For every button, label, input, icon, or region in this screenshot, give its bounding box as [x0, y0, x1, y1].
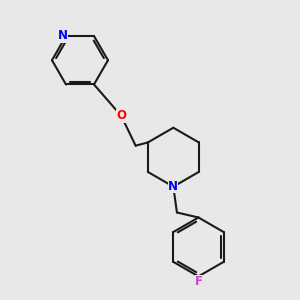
Text: N: N	[58, 29, 68, 43]
Text: O: O	[116, 110, 126, 122]
Text: F: F	[195, 275, 203, 288]
Text: N: N	[168, 180, 178, 193]
